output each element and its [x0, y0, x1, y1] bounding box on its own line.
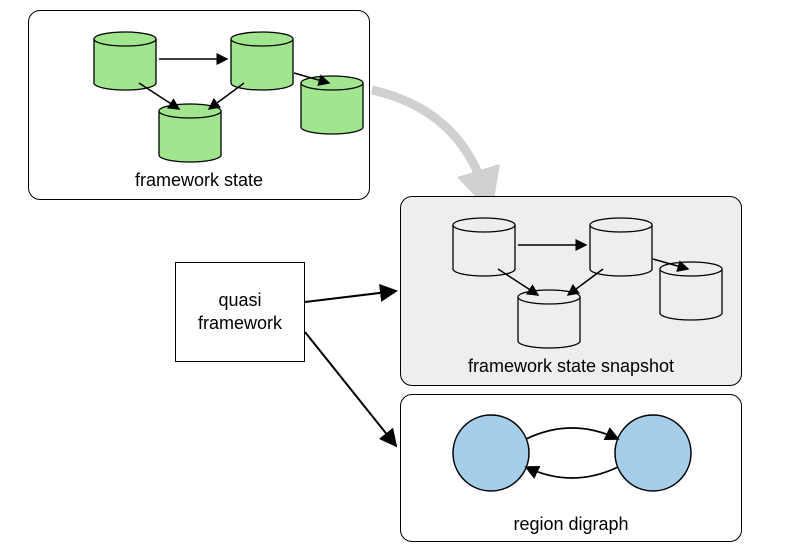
- framework-state-panel: framework state: [28, 10, 370, 200]
- region-digraph-label: region digraph: [401, 514, 741, 535]
- region-digraph-panel: region digraph: [400, 394, 742, 542]
- quasi-framework-box: quasi framework: [175, 262, 305, 362]
- framework-state-label: framework state: [29, 170, 369, 191]
- snapshot-panel: framework state snapshot: [400, 196, 742, 386]
- snapshot-label: framework state snapshot: [401, 356, 741, 377]
- quasi-framework-label: quasi framework: [176, 289, 304, 336]
